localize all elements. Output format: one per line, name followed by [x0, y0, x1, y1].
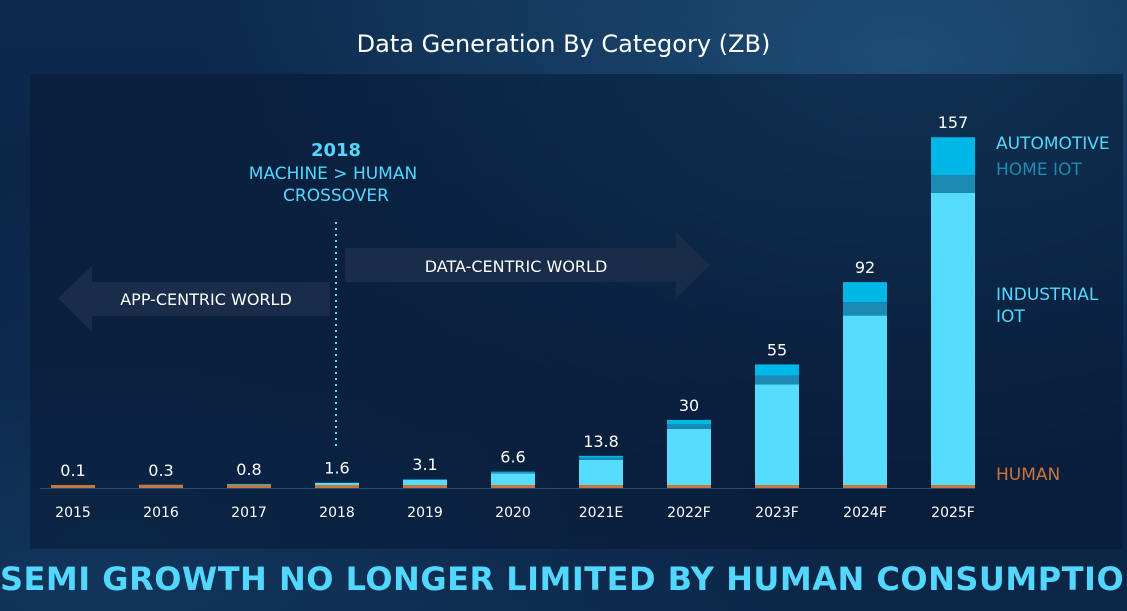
legend-human: HUMAN	[996, 465, 1060, 485]
x-tick-label-2024F: 2024F	[843, 505, 887, 521]
bar-total-label-2015: 0.1	[60, 461, 85, 480]
bar-2025F-automotive	[931, 137, 975, 176]
bar-2016-human	[139, 485, 183, 488]
bar-2025F-industrial-iot	[931, 192, 975, 485]
bar-2021E-human	[579, 485, 623, 488]
bar-total-label-2023F: 55	[767, 340, 787, 359]
bar-2019-human	[403, 485, 447, 488]
bar-2022F-automotive	[667, 419, 711, 425]
bar-2025F-home-iot	[931, 175, 975, 193]
legend-automotive: AUTOMOTIVE	[996, 134, 1110, 154]
bar-2020-human	[491, 485, 535, 488]
bar-2024F-industrial-iot	[843, 315, 887, 485]
bar-2024F-home-iot	[843, 302, 887, 316]
bar-2024F-automotive	[843, 282, 887, 303]
bar-2023F-human	[755, 485, 799, 488]
x-tick-label-2021E: 2021E	[579, 505, 623, 521]
bar-2018-human	[315, 485, 359, 488]
slide-headline: SEMI GROWTH NO LONGER LIMITED BY HUMAN C…	[0, 560, 1127, 598]
bar-total-label-2024F: 92	[855, 258, 875, 277]
bar-2022F-home-iot	[667, 424, 711, 429]
bar-2022F-industrial-iot	[667, 428, 711, 485]
bar-total-label-2022F: 30	[679, 396, 699, 415]
x-tick-label-2023F: 2023F	[755, 505, 799, 521]
data-centric-label: DATA-CENTRIC WORLD	[425, 257, 608, 276]
bar-2015-human	[51, 485, 95, 488]
bar-2020-industrial-iot	[491, 473, 535, 485]
bar-total-label-2016: 0.3	[148, 461, 173, 480]
bars-group: 0.1 2015 0.3 2016 0.8 2017 1.6 2018 3.1 2019 6.6 20…	[40, 113, 975, 521]
bar-2024F-human	[843, 485, 887, 488]
bar-2020-home-iot	[491, 472, 535, 474]
x-tick-label-2019: 2019	[407, 505, 443, 521]
legend-industrial-iot-line1: INDUSTRIAL	[996, 285, 1099, 305]
x-tick-label-2017: 2017	[231, 505, 267, 521]
x-tick-label-2018: 2018	[319, 505, 355, 521]
bar-2017-industrial-iot	[227, 484, 271, 485]
x-tick-label-2020: 2020	[495, 505, 531, 521]
app-centric-arrow	[58, 266, 330, 332]
x-tick-label-2025F: 2025F	[931, 505, 975, 521]
chart-title: Data Generation By Category (ZB)	[356, 30, 771, 58]
crossover-line1: MACHINE > HUMAN	[249, 164, 417, 184]
legend-industrial-iot-line2: IOT	[996, 307, 1025, 327]
bar-total-label-2021E: 13.8	[583, 432, 619, 451]
bar-total-label-2020: 6.6	[500, 448, 525, 467]
bar-2021E-home-iot	[579, 457, 623, 460]
data-centric-arrow	[345, 232, 710, 298]
bar-2022F-human	[667, 485, 711, 488]
crossover-line2: CROSSOVER	[283, 186, 389, 206]
bar-2025F-human	[931, 485, 975, 488]
bar-2018-industrial-iot	[315, 482, 359, 485]
x-tick-label-2016: 2016	[143, 505, 179, 521]
x-tick-label-2022F: 2022F	[667, 505, 711, 521]
bar-2017-human	[227, 485, 271, 488]
x-tick-label-2015: 2015	[55, 505, 91, 521]
bar-total-label-2019: 3.1	[412, 455, 437, 474]
bar-2019-industrial-iot	[403, 479, 447, 485]
bar-2020-automotive	[491, 471, 535, 473]
bar-2021E-industrial-iot	[579, 459, 623, 485]
legend-home-iot: HOME IOT	[996, 160, 1082, 180]
bar-2021E-automotive	[579, 455, 623, 458]
app-centric-label: APP-CENTRIC WORLD	[120, 290, 292, 309]
bar-2023F-home-iot	[755, 375, 799, 385]
bar-total-label-2025F: 157	[938, 113, 969, 132]
bar-total-label-2018: 1.6	[324, 459, 349, 478]
bar-2023F-industrial-iot	[755, 384, 799, 485]
crossover-year: 2018	[311, 140, 361, 161]
bar-total-label-2017: 0.8	[236, 460, 261, 479]
bar-2023F-automotive	[755, 364, 799, 376]
